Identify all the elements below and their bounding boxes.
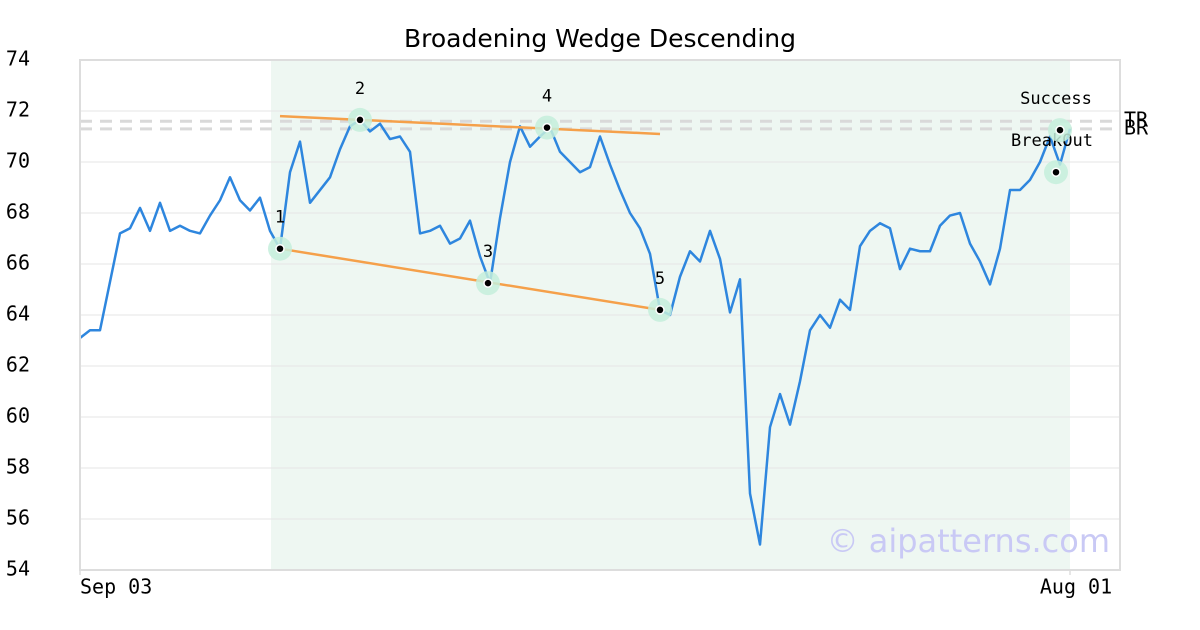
plot-frame — [79, 59, 1121, 571]
y-tick-label: 64 — [6, 302, 30, 326]
pattern-point — [1051, 167, 1061, 177]
pattern-point — [275, 243, 285, 254]
pattern-label: 3 — [483, 242, 493, 262]
y-tick-label: 72 — [6, 98, 30, 122]
y-tick-label: 74 — [6, 47, 30, 71]
pattern-point — [355, 115, 365, 125]
pattern-label: 5 — [655, 269, 665, 289]
pattern-label: 2 — [355, 79, 365, 99]
y-tick-label: 62 — [6, 353, 30, 377]
y-tick-label: 66 — [6, 251, 30, 275]
level-label: BR — [1124, 115, 1149, 139]
y-tick-label: 68 — [6, 200, 30, 224]
pattern-point — [655, 305, 665, 315]
pattern-label: Success — [1020, 89, 1092, 109]
price-line — [79, 118, 1072, 546]
y-tick-label: 56 — [6, 506, 30, 530]
y-tick-label: 58 — [6, 455, 30, 479]
pattern-label: 1 — [275, 208, 285, 228]
pattern-point — [483, 278, 493, 288]
y-tick-label: 60 — [6, 404, 30, 428]
trend-line — [279, 247, 661, 312]
pattern-point — [1055, 125, 1065, 135]
x-tick-label: Aug 01 — [1040, 575, 1112, 599]
y-tick-label: 54 — [6, 557, 30, 581]
pattern-point — [542, 122, 552, 133]
chart-title: Broadening Wedge Descending — [404, 24, 796, 53]
x-tick-label: Sep 03 — [80, 575, 152, 599]
y-tick-label: 70 — [6, 149, 30, 173]
pattern-label: BreakOut — [1011, 131, 1093, 151]
trend-line — [279, 114, 661, 136]
watermark: © aipatterns.com — [827, 522, 1110, 560]
level-label: TR — [1124, 108, 1149, 132]
pattern-label: 4 — [542, 87, 552, 107]
